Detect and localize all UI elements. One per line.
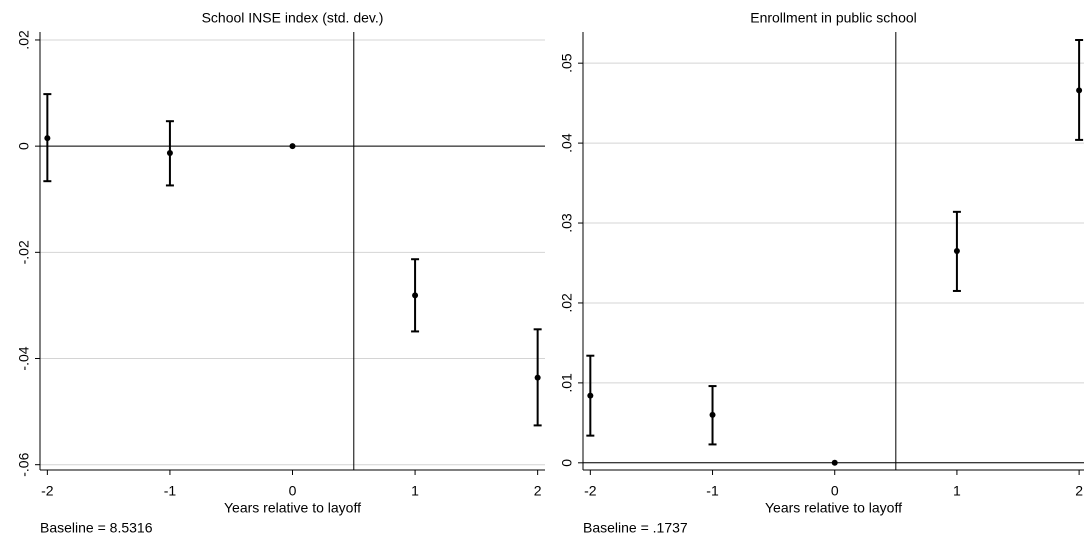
point bbox=[709, 411, 716, 418]
y-tick-label: -.06 bbox=[16, 452, 32, 476]
x-tick-label: 1 bbox=[411, 483, 419, 499]
x-tick-label: -1 bbox=[706, 483, 719, 499]
point bbox=[587, 392, 594, 399]
x-axis-label: Years relative to layoff bbox=[765, 500, 902, 516]
x-tick-label: 2 bbox=[1075, 483, 1083, 499]
x-tick-label: -2 bbox=[584, 483, 597, 499]
x-axis-label: Years relative to layoff bbox=[224, 500, 361, 516]
y-tick-label: .02 bbox=[16, 30, 32, 50]
y-tick-label: .05 bbox=[559, 53, 575, 73]
chart-title: School INSE index (std. dev.) bbox=[202, 10, 384, 26]
x-tick-label: 1 bbox=[953, 483, 961, 499]
chart-title: Enrollment in public school bbox=[750, 10, 917, 26]
point bbox=[166, 150, 173, 157]
y-tick-label: .04 bbox=[559, 133, 575, 153]
y-tick-label: 0 bbox=[16, 142, 32, 150]
y-tick-label: -.04 bbox=[16, 346, 32, 370]
x-tick-label: -1 bbox=[164, 483, 177, 499]
point bbox=[44, 135, 51, 142]
y-tick-label: 0 bbox=[559, 459, 575, 467]
y-tick-label: .02 bbox=[559, 293, 575, 313]
y-tick-label: -.02 bbox=[16, 240, 32, 264]
point bbox=[953, 248, 960, 254]
y-tick-label: .01 bbox=[559, 373, 575, 393]
x-tick-label: 0 bbox=[831, 483, 839, 499]
note: Baseline = .1737 bbox=[583, 520, 688, 536]
point bbox=[412, 292, 419, 299]
x-tick-label: 2 bbox=[534, 483, 542, 499]
note: Baseline = 8.5316 bbox=[40, 520, 153, 536]
x-tick-label: 0 bbox=[289, 483, 297, 499]
y-tick-label: .03 bbox=[559, 213, 575, 233]
point bbox=[534, 374, 541, 381]
x-tick-label: -2 bbox=[41, 483, 54, 499]
point bbox=[1076, 87, 1083, 94]
point bbox=[831, 459, 838, 466]
point bbox=[289, 143, 296, 150]
